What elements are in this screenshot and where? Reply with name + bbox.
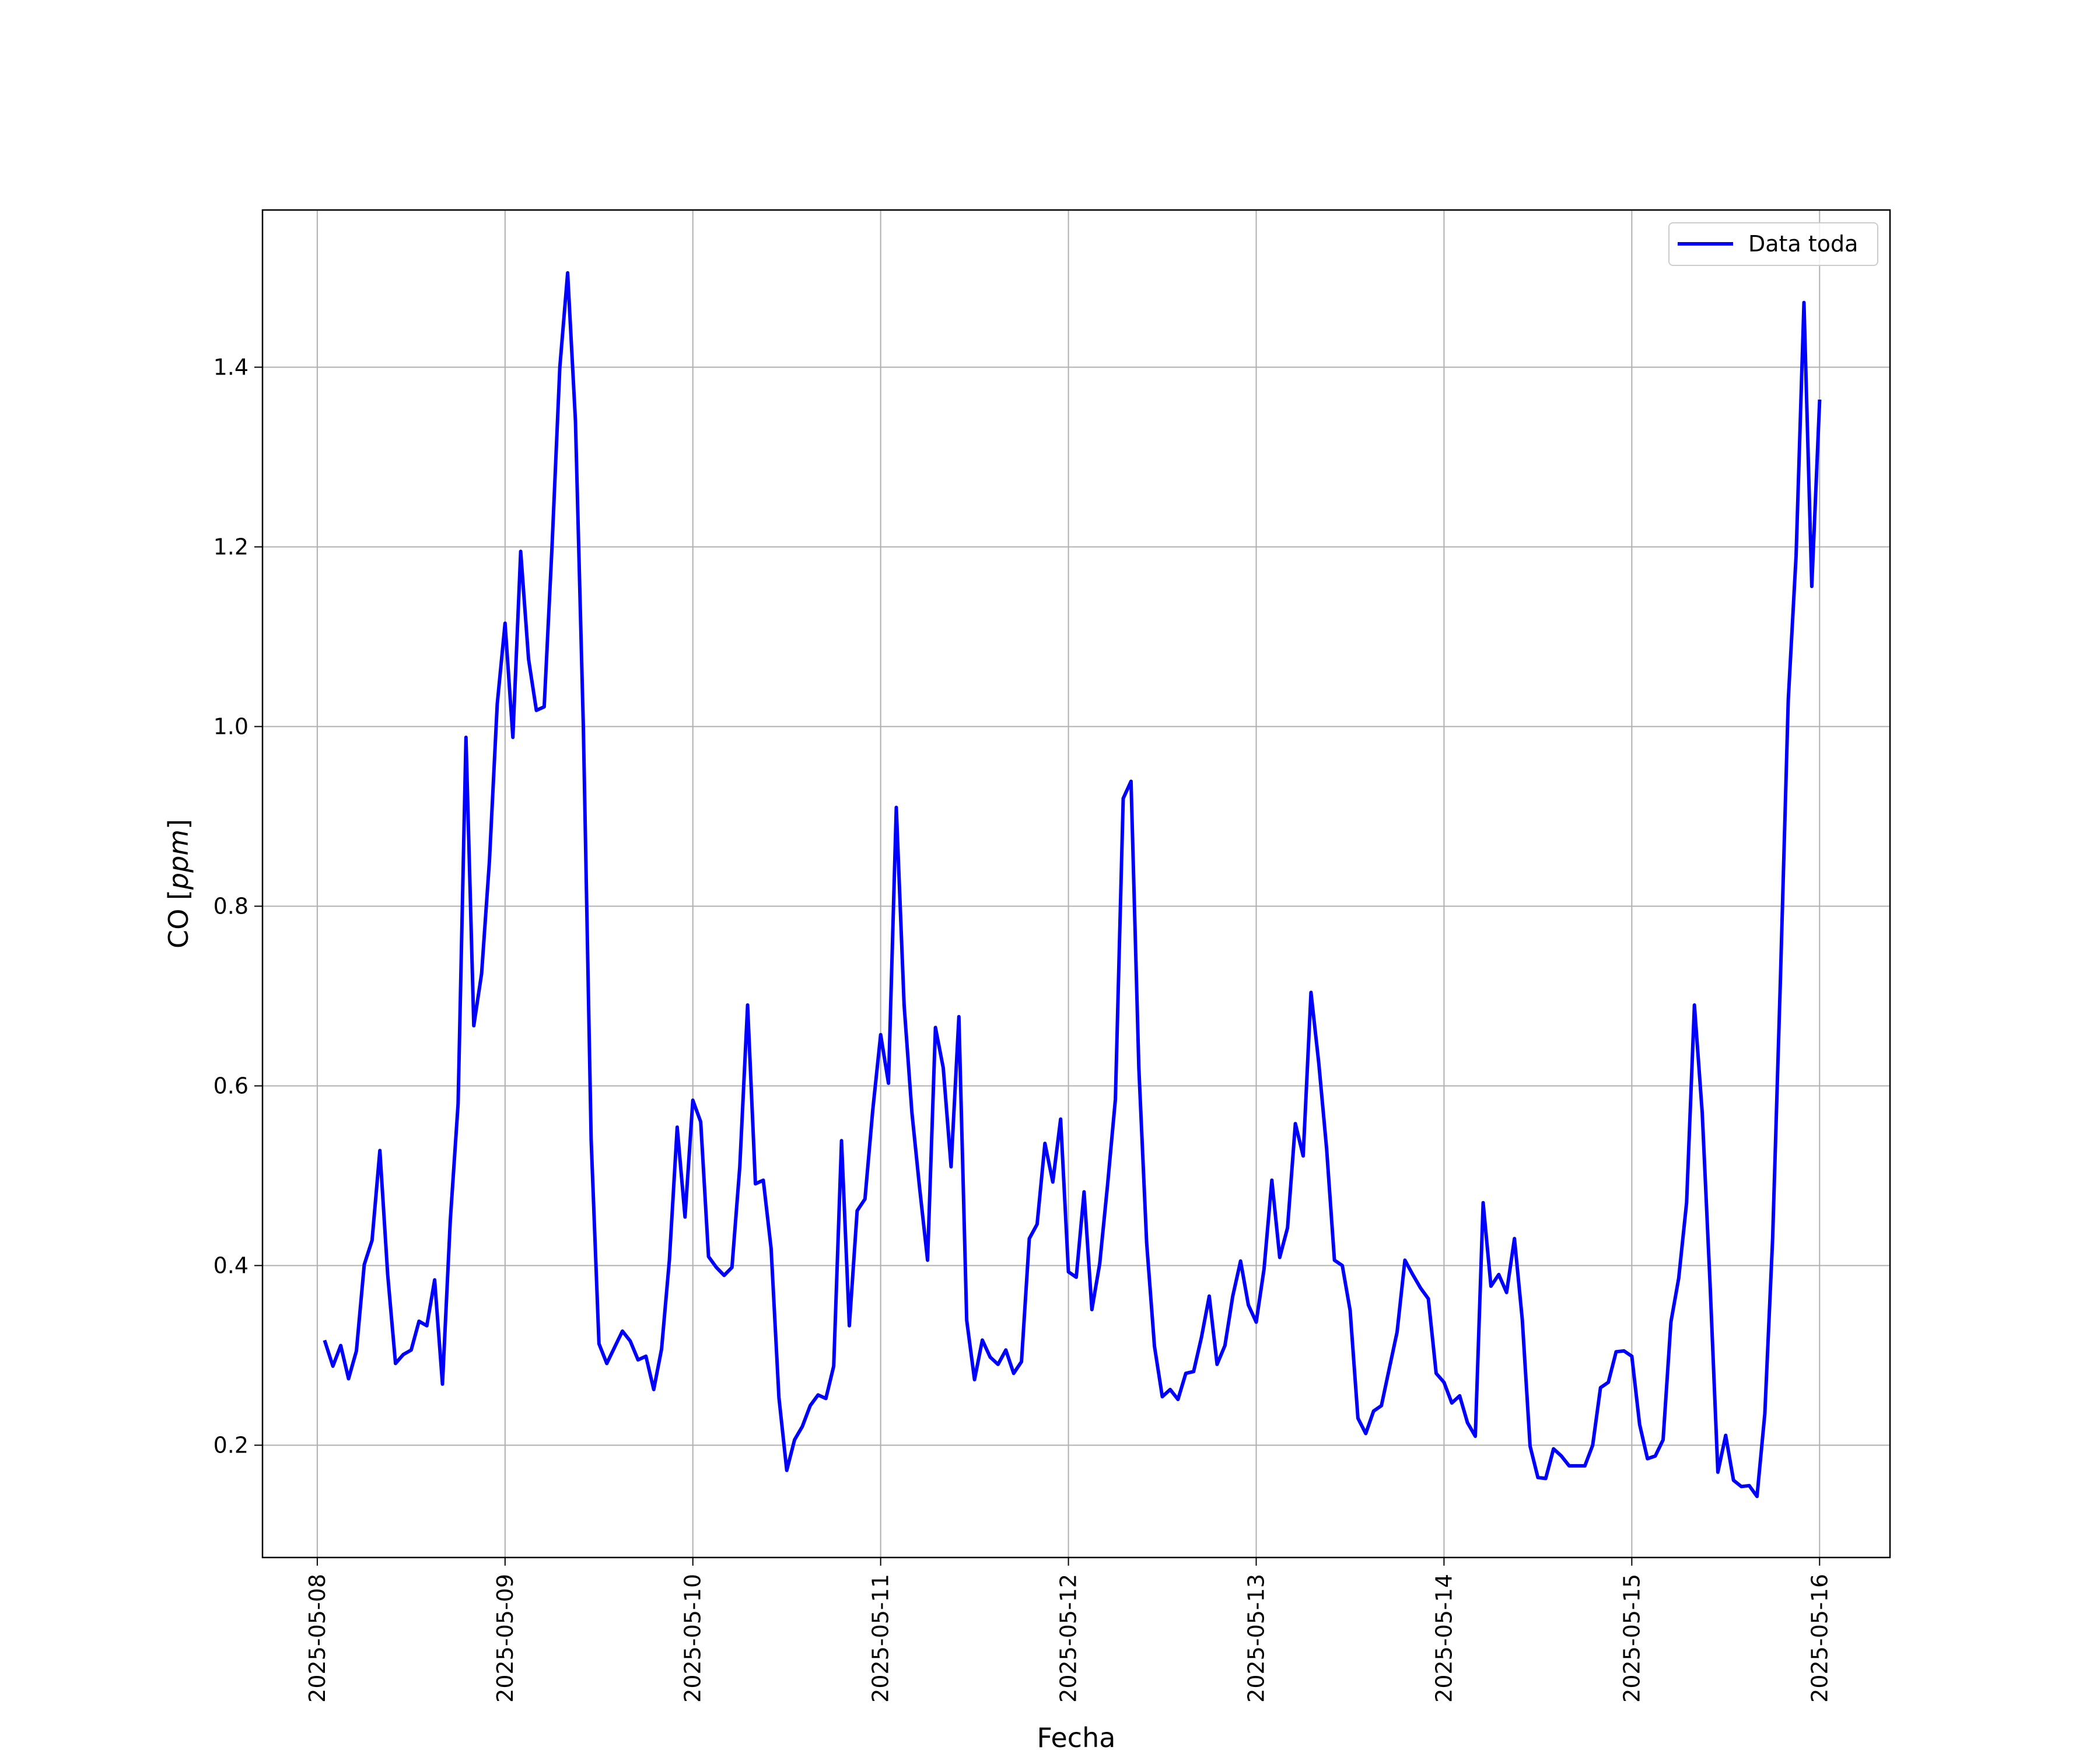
legend-label: Data toda [1748,231,1858,257]
x-tick-label: 2025-05-12 [1056,1574,1082,1703]
y-tick-label: 0.8 [214,894,249,919]
y-tick-label: 0.4 [214,1253,249,1279]
y-tick-label: 1.4 [214,355,249,380]
series-line [323,271,1822,1499]
y-axis-ticks: 0.2 0.4 0.6 0.8 1.0 1.2 1.4 [214,355,262,1458]
x-axis-label: Fecha [1037,1722,1116,1750]
x-tick-label: 2025-05-13 [1244,1574,1269,1703]
plot-frame [261,209,1891,1559]
y-tick-label: 0.6 [214,1073,249,1099]
x-tick-label: 2025-05-14 [1431,1574,1457,1703]
y-tick-label: 0.2 [214,1433,249,1458]
x-tick-label: 2025-05-08 [304,1574,330,1703]
legend-box [1668,222,1878,266]
x-tick-label: 2025-05-11 [868,1574,894,1703]
legend: Data toda [1668,222,1878,266]
x-axis-ticks: 2025-05-08 2025-05-09 2025-05-10 2025-05-11… [304,1558,1832,1703]
y-tick-label: 1.0 [214,714,249,740]
y-axis-label: CO [ppm] [163,819,194,949]
x-tick-label: 2025-05-16 [1807,1574,1832,1703]
series-lines [323,271,1822,1499]
y-tick-label: 1.2 [214,534,249,560]
x-tick-label: 2025-05-09 [492,1574,518,1703]
x-tick-label: 2025-05-10 [680,1574,706,1703]
x-tick-label: 2025-05-15 [1619,1574,1644,1703]
